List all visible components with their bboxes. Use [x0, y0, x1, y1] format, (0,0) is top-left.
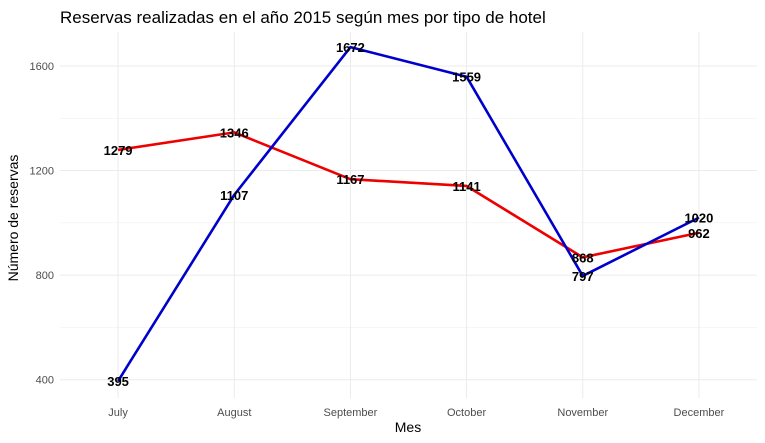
data-label: 395: [107, 374, 129, 389]
series-lines: [116, 45, 700, 382]
data-label: 1672: [336, 40, 365, 55]
y-axis-ticks: 400 800 1200 1600: [30, 61, 54, 387]
y-tick-label: 1600: [30, 61, 54, 73]
data-labels: 1279 1346 1167 1141 868 962 395 1107 1672 1559 797…: [104, 40, 714, 389]
data-label: 1107: [220, 188, 248, 203]
gridlines: [60, 32, 757, 398]
data-label: 797: [572, 269, 594, 284]
data-label: 1279: [104, 143, 133, 158]
data-label: 962: [688, 226, 710, 241]
y-tick-label: 1200: [30, 166, 54, 178]
x-tick-label: November: [557, 407, 608, 419]
series-line: [116, 45, 700, 382]
x-tick-label: September: [324, 407, 378, 419]
series-line: [117, 131, 700, 259]
data-label: 1167: [336, 172, 364, 187]
y-tick-label: 800: [36, 270, 54, 282]
x-axis-ticks: July August September October November Decemb…: [108, 407, 724, 419]
data-label: 1346: [220, 125, 249, 140]
y-axis-title: Número de reservas: [5, 155, 21, 282]
chart-title: Reservas realizadas en el año 2015 según…: [60, 8, 546, 27]
data-label: 1141: [452, 179, 480, 194]
x-tick-label: October: [447, 407, 486, 419]
data-label: 1020: [684, 211, 713, 226]
x-tick-label: August: [217, 407, 251, 419]
data-label: 868: [572, 250, 594, 265]
data-label: 1559: [452, 70, 481, 85]
y-tick-label: 400: [36, 375, 54, 387]
x-tick-label: July: [108, 407, 128, 419]
x-axis-title: Mes: [395, 419, 421, 435]
x-tick-label: December: [674, 407, 725, 419]
